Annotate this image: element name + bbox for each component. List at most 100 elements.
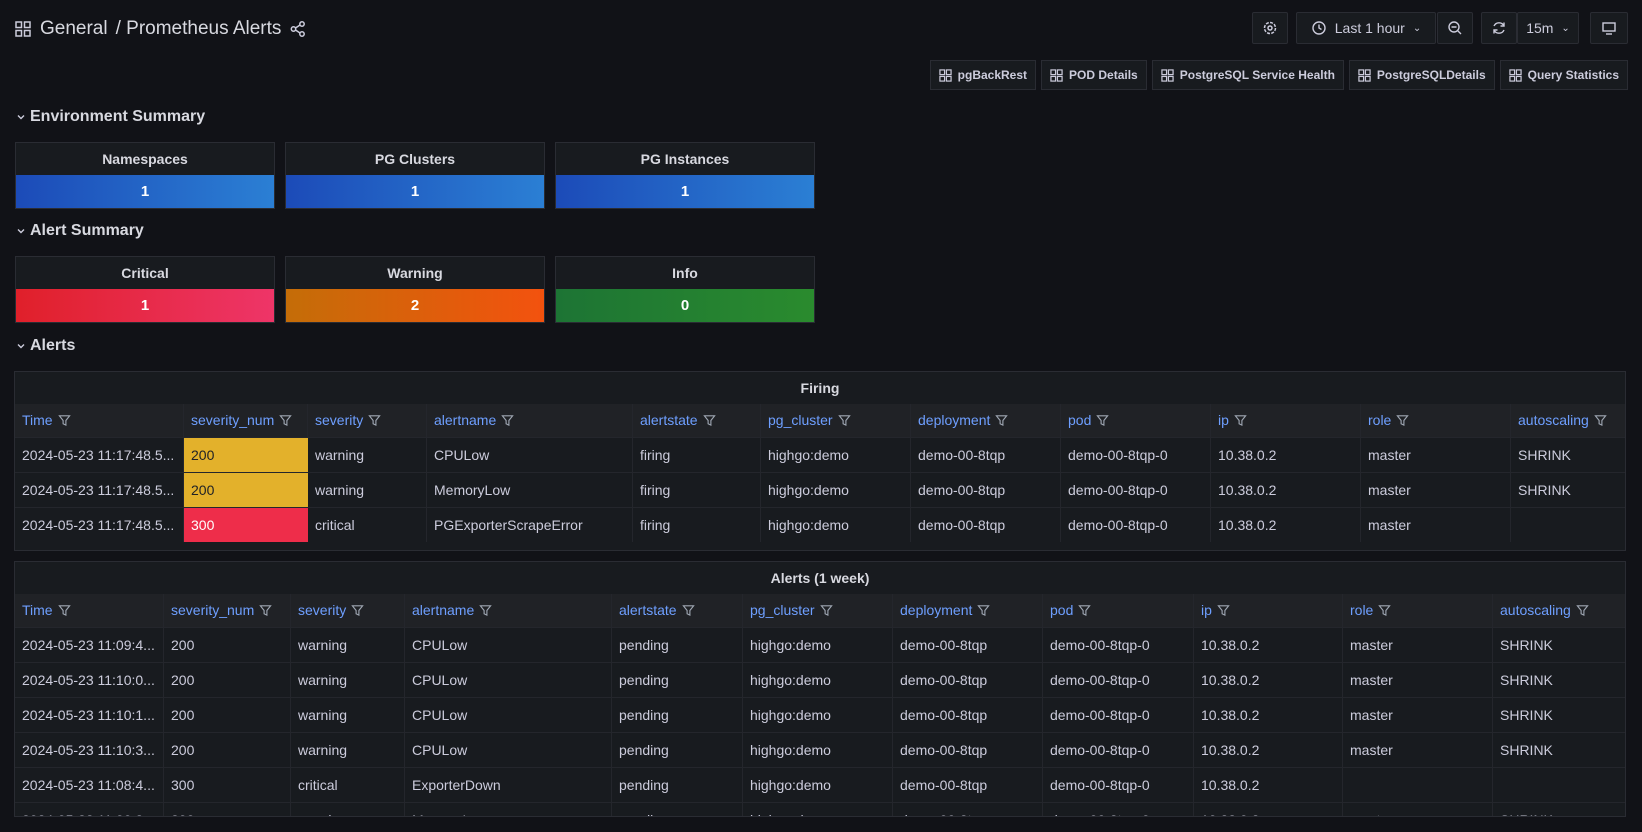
stat-value: 1	[556, 175, 814, 208]
column-header[interactable]: alertstate	[612, 594, 743, 627]
icon	[1234, 414, 1247, 427]
table-cell: 10.38.0.2	[1194, 663, 1343, 697]
table-cell: 2024-05-23 11:10:3...	[15, 733, 164, 767]
column-header[interactable]: pod	[1043, 594, 1194, 627]
column-header[interactable]: autoscaling	[1511, 404, 1625, 437]
dashboard-link[interactable]: POD Details	[1041, 60, 1147, 90]
kiosk-button[interactable]	[1590, 12, 1628, 44]
icon	[501, 414, 515, 427]
table-cell: 200	[184, 473, 308, 507]
table-cell: CPULow	[427, 438, 633, 472]
column-name: severity_num	[191, 412, 275, 428]
stat-title: PG Instances	[640, 151, 730, 167]
table-cell: warning	[291, 733, 405, 767]
table-cell: SHRINK	[1500, 672, 1553, 688]
column-header[interactable]: role	[1361, 404, 1511, 437]
table-row: 2024-05-23 11:10:1... 200 warning CPULow pen…	[15, 697, 1625, 732]
home-link[interactable]: General	[40, 18, 108, 39]
row-header[interactable]: Alert Summary	[16, 222, 144, 240]
column-header[interactable]: deployment	[893, 594, 1043, 627]
column-header[interactable]: severity_num	[184, 404, 308, 437]
column-header[interactable]: severity_num	[164, 594, 291, 627]
table-cell: 10.38.0.2	[1211, 508, 1361, 542]
dashboard-link[interactable]: pgBackRest	[929, 60, 1037, 90]
dashboard-link[interactable]: Query Statistics	[1499, 60, 1628, 90]
column-header[interactable]: pg_cluster	[761, 404, 911, 437]
icon	[368, 414, 382, 427]
table-cell: 2024-05-23 11:08:4...	[15, 768, 164, 802]
column-name: role	[1350, 602, 1374, 618]
table-cell: 200	[164, 803, 291, 816]
icon	[938, 68, 952, 82]
column-header[interactable]: Time	[15, 594, 164, 627]
column-header[interactable]: ip	[1211, 404, 1361, 437]
table-cell: critical	[308, 508, 427, 542]
dashboard-link[interactable]: PostgreSQLDetails	[1348, 60, 1495, 90]
header-row: Time severity_num severity alertname alertst…	[15, 404, 1625, 437]
table-cell: demo-00-8tqp-0	[1043, 768, 1194, 802]
table-cell: demo-00-8tqp-0	[1043, 628, 1194, 662]
table-row: 2024-05-23 11:10:0... 200 warning CPULow pen…	[15, 662, 1625, 697]
table-cell: highgo:demo	[743, 803, 893, 816]
table-cell: pending	[612, 768, 743, 802]
table-cell: pending	[612, 663, 743, 697]
column-header[interactable]: deployment	[911, 404, 1061, 437]
table-cell: 10.38.0.2	[1194, 803, 1343, 816]
column-name: pod	[1050, 602, 1074, 618]
column-header[interactable]: pod	[1061, 404, 1211, 437]
refresh-interval[interactable]: 15m ⌄	[1517, 12, 1579, 44]
table-cell: 2024-05-23 11:10:0...	[15, 663, 164, 697]
zoom-out-button[interactable]	[1437, 12, 1473, 44]
stat-title: Namespaces	[102, 151, 188, 167]
table-cell: 10.38.0.2	[1211, 473, 1361, 507]
settings-button[interactable]	[1252, 12, 1288, 44]
table-cell: pending	[612, 733, 743, 767]
panel-title: Firing	[800, 380, 840, 396]
column-header[interactable]: severity	[291, 594, 405, 627]
table-cell: demo-00-8tqp	[911, 508, 1061, 542]
column-header[interactable]: Time	[15, 404, 184, 437]
table-cell: PGExporterScrapeError	[427, 508, 633, 542]
refresh-button[interactable]	[1481, 12, 1517, 44]
table-row: 2024-05-23 11:10:3... 200 warning CPULow pen…	[15, 732, 1625, 767]
column-header[interactable]: role	[1343, 594, 1493, 627]
link-label: PostgreSQLDetails	[1376, 68, 1486, 82]
share-icon[interactable]	[289, 20, 307, 38]
column-header[interactable]: alertname	[427, 404, 633, 437]
stat-value: 2	[286, 289, 544, 322]
column-header[interactable]: alertname	[405, 594, 612, 627]
column-header[interactable]: ip	[1194, 594, 1343, 627]
table-cell: SHRINK	[1518, 447, 1571, 463]
dashboard-link[interactable]: PostgreSQL Service Health	[1151, 60, 1344, 90]
column-header[interactable]: alertstate	[633, 404, 761, 437]
column-header[interactable]: pg_cluster	[743, 594, 893, 627]
table-cell: 10.38.0.2	[1211, 438, 1361, 472]
icon	[1161, 68, 1174, 82]
column-header[interactable]: severity	[308, 404, 427, 437]
breadcrumb: General / Prometheus Alerts	[14, 14, 307, 44]
row-header[interactable]: Environment Summary	[16, 108, 205, 126]
icon	[977, 604, 991, 617]
column-header[interactable]: autoscaling	[1493, 594, 1624, 627]
stat-title: Critical	[121, 265, 169, 281]
table-cell: highgo:demo	[761, 473, 911, 507]
row-header[interactable]: Alerts	[16, 337, 75, 355]
table-cell: pending	[612, 628, 743, 662]
table-cell: highgo:demo	[743, 698, 893, 732]
icon	[57, 414, 71, 427]
apps-icon[interactable]	[14, 20, 32, 38]
stat-value: 1	[286, 175, 544, 208]
table-cell: demo-00-8tqp	[893, 698, 1043, 732]
table-row: 2024-05-23 11:08:4... 300 critical Exporter…	[15, 767, 1625, 802]
table-cell: warning	[291, 803, 405, 816]
link-label: Query Statistics	[1527, 68, 1619, 82]
column-name: alertstate	[640, 412, 698, 428]
table-cell: highgo:demo	[761, 508, 911, 542]
stat-panel: PG Clusters 1	[285, 142, 545, 209]
table-cell: demo-00-8tqp	[893, 663, 1043, 697]
table-cell: 200	[164, 663, 291, 697]
time-picker[interactable]: Last 1 hour ⌄	[1296, 12, 1436, 44]
stat-panel: Namespaces 1	[15, 142, 275, 209]
table-cell: MemoryLow	[405, 803, 612, 816]
table-panel: Firing Time severity_num severity alertname a…	[14, 371, 1626, 551]
